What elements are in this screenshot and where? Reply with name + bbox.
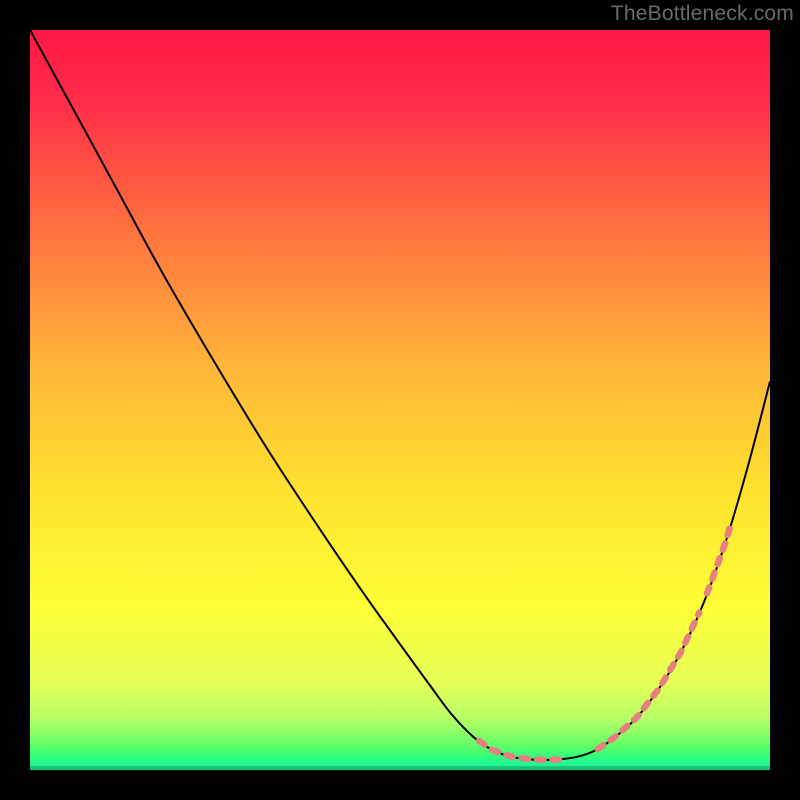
- dashed-overlay-group: [479, 521, 731, 759]
- watermark-text: TheBottleneck.com: [611, 2, 794, 26]
- chart-svg: [30, 30, 770, 770]
- chart-plot-area: [30, 30, 770, 770]
- bottleneck-curve: [30, 30, 770, 760]
- dashed-overlay-segment-0: [479, 741, 565, 760]
- dashed-overlay-segment-1: [598, 613, 699, 749]
